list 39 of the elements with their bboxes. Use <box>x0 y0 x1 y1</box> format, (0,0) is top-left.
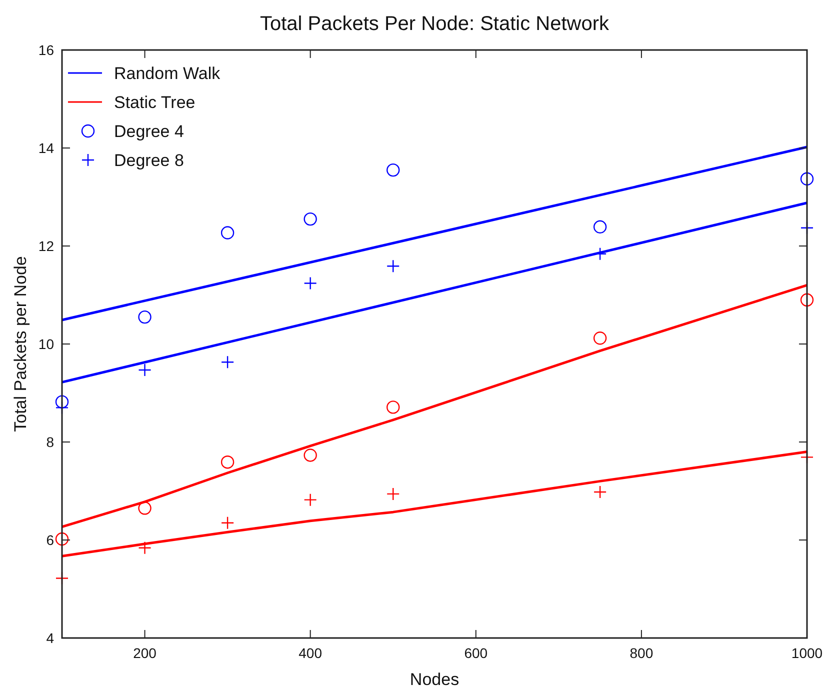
point <box>800 172 814 186</box>
x-axis-title: Nodes <box>410 670 460 689</box>
point <box>220 455 234 469</box>
point <box>386 400 400 414</box>
y-tick-label: 10 <box>38 336 54 352</box>
x-tick-label: 200 <box>133 645 157 661</box>
legend-label: Static Tree <box>114 93 196 112</box>
point <box>138 363 152 377</box>
x-tick-label: 800 <box>630 645 654 661</box>
point <box>593 220 607 234</box>
y-tick-label: 8 <box>46 434 54 450</box>
point <box>55 395 69 408</box>
line-series <box>60 284 808 528</box>
point <box>220 226 234 240</box>
y-tick-label: 6 <box>46 532 54 548</box>
line-series <box>60 450 808 558</box>
y-axis-title: Total Packets per Node <box>11 256 30 432</box>
y-tick-label: 16 <box>38 42 54 58</box>
x-tick-label: 600 <box>464 645 488 661</box>
x-tick-label: 400 <box>298 645 322 661</box>
chart-title: Total Packets Per Node: Static Network <box>260 13 610 35</box>
x-tick-label: 1000 <box>791 645 823 661</box>
point <box>304 212 317 226</box>
point <box>386 163 400 177</box>
point <box>304 448 317 462</box>
legend-label: Degree 8 <box>114 151 184 170</box>
point <box>800 293 814 306</box>
point <box>138 310 152 324</box>
legend-label: Random Walk <box>114 64 221 83</box>
y-tick-label: 4 <box>46 630 54 646</box>
legend-label: Degree 4 <box>114 122 184 141</box>
y-tick-label: 12 <box>38 238 54 254</box>
point <box>220 516 234 530</box>
point <box>593 332 607 345</box>
point <box>55 532 69 546</box>
point <box>220 356 234 369</box>
point <box>138 502 152 515</box>
point <box>593 485 607 499</box>
y-tick-label: 14 <box>38 140 54 156</box>
